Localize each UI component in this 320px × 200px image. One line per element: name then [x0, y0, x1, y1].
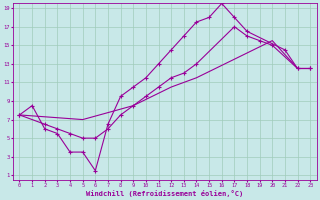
X-axis label: Windchill (Refroidissement éolien,°C): Windchill (Refroidissement éolien,°C): [86, 190, 244, 197]
